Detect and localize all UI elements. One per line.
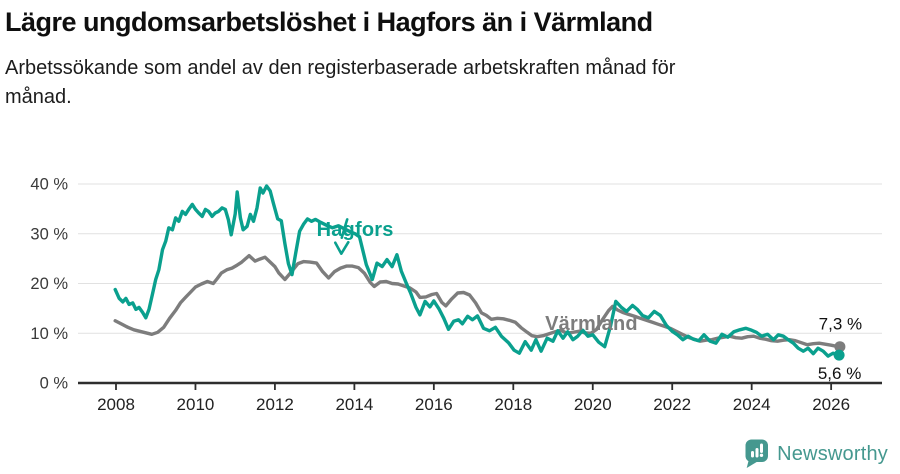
hagfors-end-dot	[833, 349, 845, 361]
x-axis-label: 2010	[177, 395, 215, 414]
hagfors-label-arrow	[334, 218, 350, 255]
y-axis-label: 10 %	[30, 325, 68, 343]
x-axis-label: 2018	[494, 395, 532, 414]
varmland-line	[113, 253, 842, 349]
x-axis-label: 2014	[335, 395, 373, 414]
hagfors-series-label: Hagfors	[317, 219, 394, 241]
varmland-end-value-label: 7,3 %	[819, 315, 862, 334]
x-axis-label: 2026	[812, 395, 850, 414]
y-axis-label: 20 %	[30, 275, 68, 293]
chart-header: Lägre ungdomsarbetslöshet i Hagfors än i…	[5, 6, 885, 112]
y-axis-label: 30 %	[30, 225, 68, 243]
newsworthy-logo-icon	[745, 439, 769, 468]
hagfors-line	[113, 184, 841, 358]
hagfors-end-value-label: 5,6 %	[818, 364, 861, 383]
brand-footer: Newsworthy	[744, 439, 888, 469]
varmland-series-label: Värmland	[545, 313, 638, 335]
page-title: Lägre ungdomsarbetslöshet i Hagfors än i…	[5, 7, 653, 37]
x-axis-label: 2020	[574, 395, 612, 414]
y-axis-label: 0 %	[40, 375, 69, 393]
chart-subtitle: Arbetssökande som andel av den registerb…	[5, 57, 676, 109]
varmland-end-dot	[834, 341, 846, 353]
x-axis-label: 2024	[733, 395, 771, 414]
y-axis-label: 40 %	[30, 176, 68, 194]
brand-name: Newsworthy	[777, 442, 888, 465]
x-axis-label: 2012	[256, 395, 294, 414]
x-axis-label: 2008	[97, 395, 135, 414]
x-axis-label: 2022	[653, 395, 691, 414]
x-axis-label: 2016	[415, 395, 453, 414]
